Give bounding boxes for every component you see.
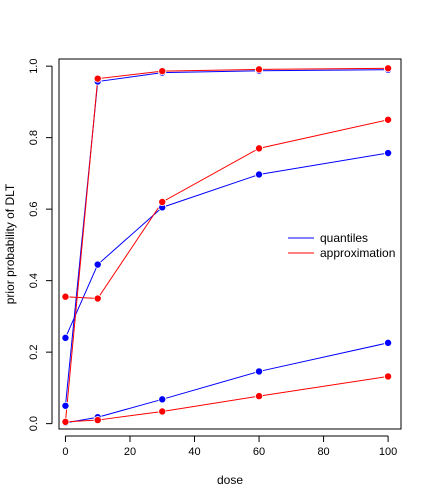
data-point bbox=[158, 197, 167, 206]
x-tick-label: 0 bbox=[62, 446, 68, 458]
series-line bbox=[65, 119, 389, 300]
x-axis-title: dose bbox=[217, 473, 243, 487]
y-tick-label: 0.4 bbox=[28, 273, 40, 288]
data-point bbox=[93, 74, 102, 83]
data-point bbox=[93, 260, 102, 269]
data-point bbox=[255, 170, 264, 179]
y-tick-label: 0.0 bbox=[28, 416, 40, 431]
series-layer bbox=[61, 64, 393, 427]
data-point bbox=[93, 294, 102, 303]
data-point bbox=[158, 67, 167, 76]
data-point bbox=[61, 292, 70, 301]
y-axis: 0.0 0.2 0.4 0.6 0.8 1.0 bbox=[28, 59, 53, 431]
x-tick-label: 40 bbox=[188, 446, 200, 458]
data-point bbox=[93, 416, 102, 425]
y-tick-label: 0.2 bbox=[28, 344, 40, 359]
data-point bbox=[61, 417, 70, 426]
series-line bbox=[65, 342, 389, 424]
legend-label: quantiles bbox=[320, 231, 368, 245]
data-point bbox=[384, 338, 393, 347]
x-axis: 0 20 40 60 80 100 bbox=[62, 435, 397, 458]
y-tick-label: 0.6 bbox=[28, 201, 40, 216]
data-point bbox=[255, 367, 264, 376]
y-axis-title: prior probability of DLT bbox=[3, 183, 17, 304]
data-point bbox=[158, 395, 167, 404]
series-line bbox=[65, 375, 389, 423]
x-tick-label: 80 bbox=[317, 446, 329, 458]
data-point bbox=[384, 149, 393, 158]
data-point bbox=[158, 407, 167, 416]
x-tick-label: 60 bbox=[253, 446, 265, 458]
data-point bbox=[384, 372, 393, 381]
plot-frame bbox=[58, 58, 402, 430]
y-tick-label: 0.8 bbox=[28, 130, 40, 145]
data-point bbox=[255, 65, 264, 74]
data-point bbox=[384, 115, 393, 124]
data-point bbox=[384, 64, 393, 73]
data-point bbox=[61, 333, 70, 342]
data-point bbox=[61, 401, 70, 410]
x-tick-label: 100 bbox=[379, 446, 397, 458]
y-tick-label: 1.0 bbox=[28, 59, 40, 74]
data-point bbox=[255, 144, 264, 153]
data-point bbox=[255, 392, 264, 401]
x-tick-label: 20 bbox=[124, 446, 136, 458]
legend-label: approximation bbox=[320, 246, 395, 260]
